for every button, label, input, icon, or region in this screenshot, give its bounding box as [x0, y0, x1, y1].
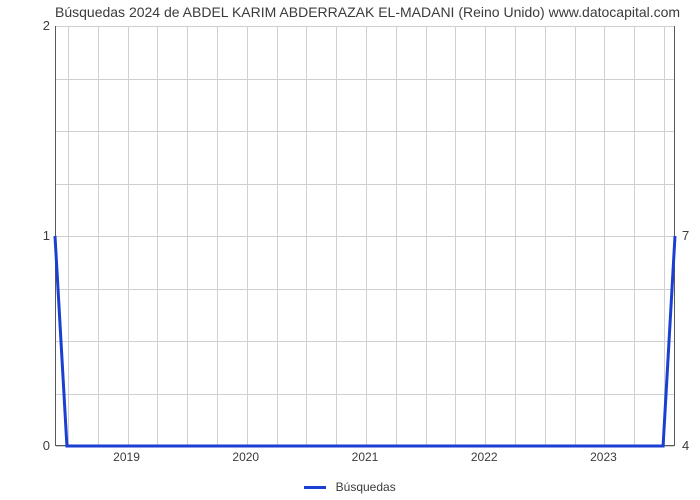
x-tick: 2021	[352, 450, 379, 464]
y-left-tick: 0	[36, 438, 50, 453]
legend-label: Búsquedas	[336, 480, 396, 494]
line-chart: Búsquedas 2024 de ABDEL KARIM ABDERRAZAK…	[0, 0, 700, 500]
chart-title: Búsquedas 2024 de ABDEL KARIM ABDERRAZAK…	[55, 4, 680, 20]
series-layer	[55, 26, 675, 446]
y-left-tick: 1	[36, 228, 50, 243]
x-tick: 2020	[232, 450, 259, 464]
legend-swatch	[304, 486, 326, 489]
y-right-tick: 4	[682, 438, 696, 453]
x-tick: 2019	[113, 450, 140, 464]
series-line	[55, 236, 675, 446]
y-right-tick: 7	[682, 228, 696, 243]
x-tick: 2023	[590, 450, 617, 464]
legend: Búsquedas	[0, 480, 700, 494]
x-tick: 2022	[471, 450, 498, 464]
y-left-tick: 2	[36, 18, 50, 33]
